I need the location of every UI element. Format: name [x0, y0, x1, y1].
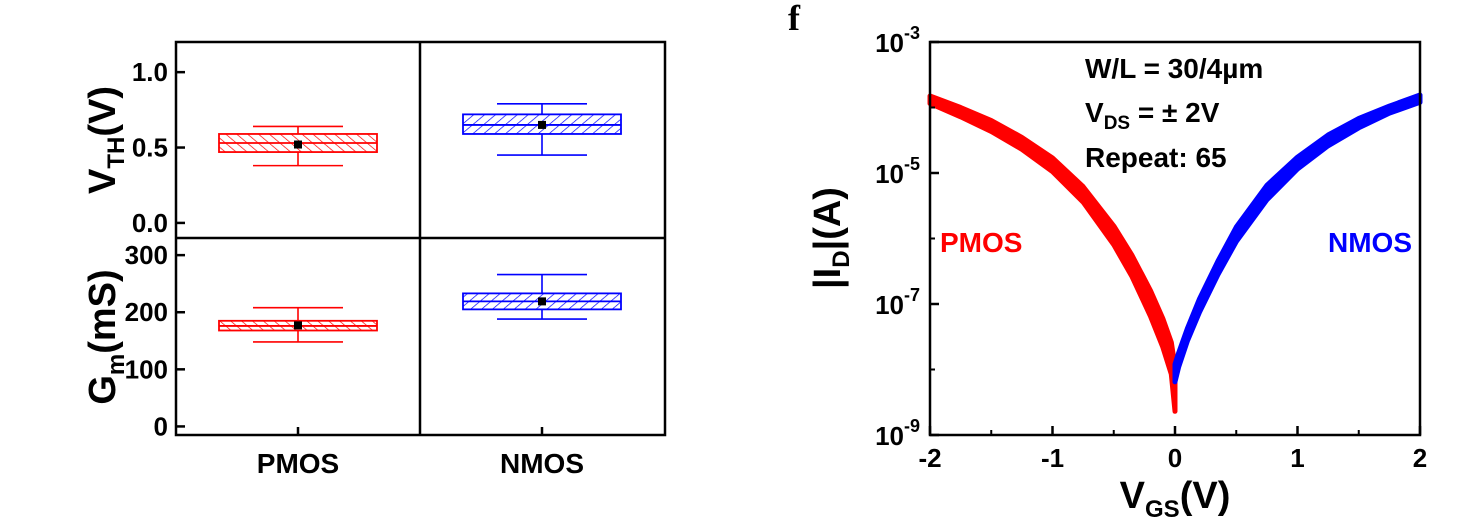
y-axis-label-sub: D [828, 250, 855, 267]
vth-pmos-mean-marker [294, 140, 302, 149]
vth-axis-label: VTH(V) [82, 86, 130, 194]
iv-ytick-label: 10-5 [875, 154, 920, 189]
vth-ytick-label: 0.0 [132, 208, 168, 238]
annotation-vds-rest: = ± 2V [1130, 97, 1220, 128]
iv-xtick-label: -2 [918, 443, 941, 473]
annotation-repeat: Repeat: 65 [1085, 142, 1227, 173]
x-category-nmos: NMOS [500, 448, 584, 479]
iv-chart: -2 -1 0 1 210-910-710-510-3 W/L = 30/4µm VDS… [807, 23, 1427, 523]
gm-pmos-mean-marker [294, 321, 302, 330]
iv-ytick-label: 10-7 [875, 285, 920, 320]
x-axis-label-main: V [1120, 475, 1146, 517]
annotation-vds-main: V [1085, 97, 1104, 128]
vth-subplot: 0.0 0.5 1.0 [132, 57, 622, 238]
iv-xtick-label: 1 [1290, 443, 1304, 473]
gm-ytick-label: 0 [154, 411, 168, 441]
box-chart: 0.0 0.5 1.0 0 100 200 300 PMOS NMOS VTH(V) Gm… [82, 40, 667, 479]
y-axis-label-pre: |I [807, 268, 849, 289]
x-category-pmos: PMOS [257, 448, 339, 479]
iv-chart-frame [928, 40, 1422, 437]
y-axis-label-unit: |(A) [807, 187, 849, 250]
gm-axis-label: Gm(mS) [82, 269, 130, 404]
svg-text:VTH(V): VTH(V) [82, 86, 130, 194]
annotation-wl: W/L = 30/4µm [1085, 53, 1263, 84]
gm-label-main: G [82, 375, 124, 405]
iv-xtick-label: 2 [1413, 443, 1427, 473]
vth-label-sub: TH [103, 137, 130, 169]
gm-ytick-label: 300 [125, 240, 168, 270]
panel-letter: f [788, 0, 801, 38]
x-axis-label: VGS(V) [1120, 475, 1231, 523]
gm-subplot: 0 100 200 300 [125, 240, 622, 441]
gm-label-sub: m [103, 354, 130, 375]
gm-nmos-mean-marker [538, 297, 546, 306]
y-axis-label: |ID|(A) [807, 187, 855, 289]
annotation-vds-sub: DS [1104, 113, 1130, 134]
x-axis-label-unit: (V) [1180, 475, 1231, 517]
vth-ytick-label: 1.0 [132, 57, 168, 87]
series-label-nmos: NMOS [1328, 227, 1412, 258]
x-axis-label-sub: GS [1145, 496, 1180, 523]
iv-ytick-label: 10-9 [875, 416, 920, 451]
annotation-vds: VDS = ± 2V [1085, 97, 1220, 134]
vth-nmos-mean-marker [538, 120, 546, 129]
iv-xtick-label: 0 [1168, 443, 1182, 473]
iv-xtick-label: -1 [1041, 443, 1064, 473]
vth-label-main: V [82, 168, 124, 194]
svg-text:Gm(mS): Gm(mS) [82, 269, 130, 404]
gm-ytick-label: 200 [125, 297, 168, 327]
svg-text:|ID|(A): |ID|(A) [807, 187, 855, 289]
series-label-pmos: PMOS [940, 227, 1022, 258]
iv-ytick-label: 10-3 [875, 23, 920, 58]
iv-axes: -2 -1 0 1 2 10-9 10-7 10-5 10-3 [875, 23, 1427, 473]
gm-label-unit: (mS) [82, 269, 124, 353]
series-band-pmos [927, 93, 1178, 414]
vth-label-unit: (V) [82, 86, 124, 137]
gm-ytick-label: 100 [125, 354, 168, 384]
vth-ytick-label: 0.5 [132, 133, 168, 163]
